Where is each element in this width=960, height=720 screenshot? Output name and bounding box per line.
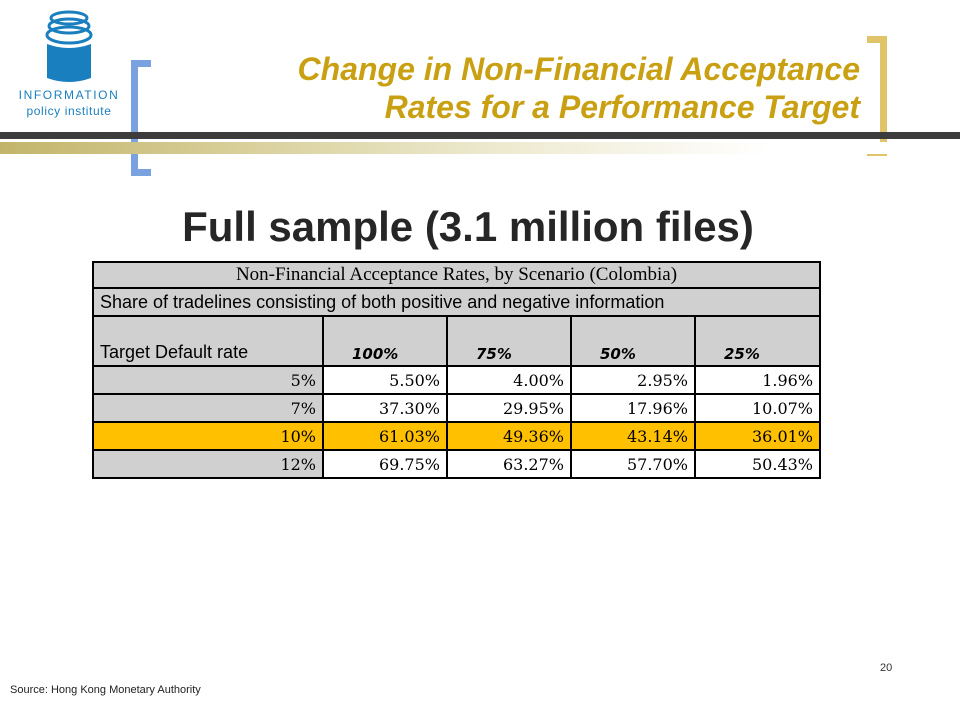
value-cell: 57.70% bbox=[570, 449, 696, 479]
target-default-rate-header: Target Default rate bbox=[92, 315, 324, 367]
acceptance-rates-table: Non-Financial Acceptance Rates, by Scena… bbox=[91, 261, 822, 479]
column-header: 25% bbox=[693, 315, 822, 367]
value-cell: 49.36% bbox=[446, 421, 572, 451]
table-row: 5% 5.50% 4.00% 2.95% 1.96% bbox=[92, 365, 822, 395]
target-rate-cell: 12% bbox=[92, 449, 324, 479]
slide-title-line-1: Change in Non-Financial Acceptance bbox=[297, 51, 860, 87]
value-cell: 29.95% bbox=[446, 393, 572, 423]
value-cell: 61.03% bbox=[322, 421, 448, 451]
left-bracket-decoration bbox=[131, 60, 151, 176]
value-cell: 4.00% bbox=[446, 365, 572, 395]
logo-text-information: INFORMATION bbox=[18, 88, 120, 102]
value-cell: 37.30% bbox=[322, 393, 448, 423]
source-note: Source: Hong Kong Monetary Authority bbox=[10, 684, 201, 696]
table-share-label: Share of tradelines consisting of both p… bbox=[91, 287, 822, 317]
value-cell: 69.75% bbox=[322, 449, 448, 479]
value-cell: 10.07% bbox=[693, 393, 822, 423]
table-header-row: Target Default rate 100% 75% 50% 25% bbox=[92, 315, 822, 367]
value-cell: 1.96% bbox=[693, 365, 822, 395]
information-policy-institute-logo: INFORMATION policy institute bbox=[14, 8, 124, 128]
header-divider-bar bbox=[0, 132, 960, 139]
slide-title-line-2: Rates for a Performance Target bbox=[384, 89, 860, 125]
table-row-highlighted: 10% 61.03% 49.36% 43.14% 36.01% bbox=[92, 421, 822, 451]
value-cell: 43.14% bbox=[570, 421, 696, 451]
logo-text-policy-institute: policy institute bbox=[26, 104, 112, 118]
value-cell: 5.50% bbox=[322, 365, 448, 395]
value-cell: 50.43% bbox=[693, 449, 822, 479]
logo-icon bbox=[45, 10, 93, 82]
column-header: 50% bbox=[570, 315, 696, 367]
slide-subtitle: Full sample (3.1 million files) bbox=[182, 203, 754, 250]
table-title: Non-Financial Acceptance Rates, by Scena… bbox=[91, 261, 822, 289]
table-row: 7% 37.30% 29.95% 17.96% 10.07% bbox=[92, 393, 822, 423]
target-rate-cell: 5% bbox=[92, 365, 324, 395]
column-header: 100% bbox=[322, 315, 448, 367]
header-gradient-bar bbox=[0, 142, 960, 154]
column-header: 75% bbox=[446, 315, 572, 367]
slide-title: Change in Non-Financial Acceptance Rates… bbox=[150, 50, 860, 126]
table-row: 12% 69.75% 63.27% 57.70% 50.43% bbox=[92, 449, 822, 479]
target-rate-cell: 10% bbox=[92, 421, 324, 451]
value-cell: 36.01% bbox=[693, 421, 822, 451]
value-cell: 63.27% bbox=[446, 449, 572, 479]
value-cell: 2.95% bbox=[570, 365, 696, 395]
target-rate-cell: 7% bbox=[92, 393, 324, 423]
page-number: 20 bbox=[880, 662, 893, 674]
value-cell: 17.96% bbox=[570, 393, 696, 423]
